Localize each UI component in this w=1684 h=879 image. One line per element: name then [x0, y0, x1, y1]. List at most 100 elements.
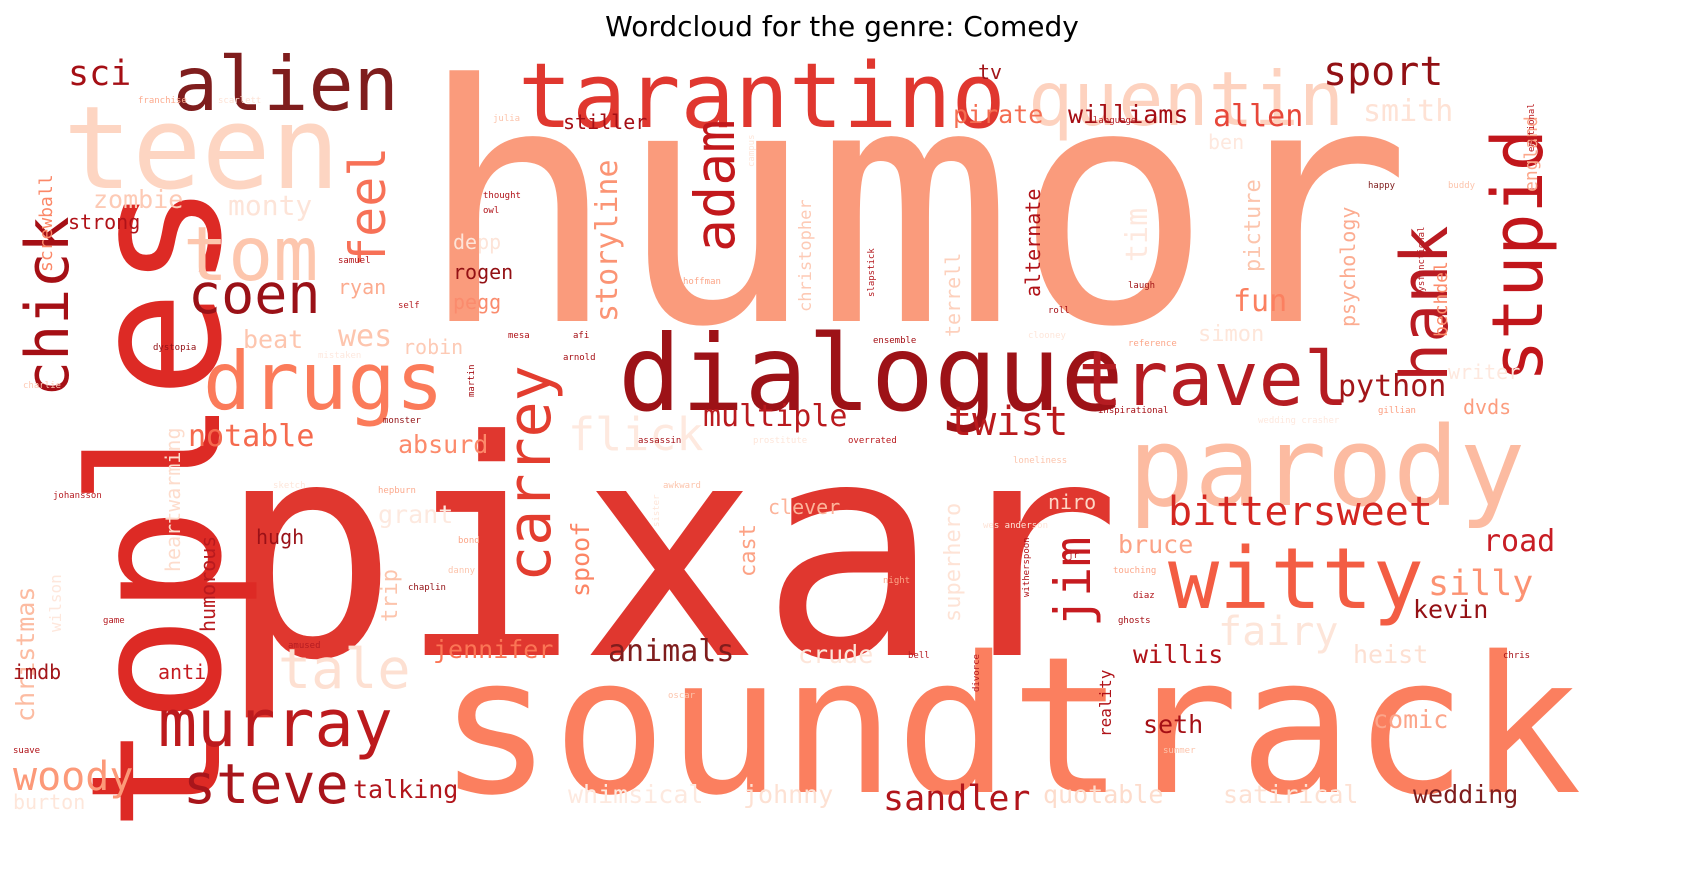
- word-ben: ben: [1208, 130, 1245, 154]
- word-robin: robin: [403, 335, 464, 359]
- word-python: python: [1338, 369, 1447, 404]
- word-wes: wes: [338, 319, 393, 354]
- word-julia: julia: [493, 114, 521, 124]
- word-quotable: quotable: [1043, 780, 1164, 809]
- word-martin: martin: [467, 364, 477, 397]
- word-absurd: absurd: [398, 430, 489, 459]
- word-grant: grant: [378, 500, 454, 529]
- word-coen: coen: [188, 262, 321, 326]
- word-reality: reality: [1096, 669, 1115, 737]
- word-clever: clever: [768, 495, 841, 519]
- word-thought: thought: [483, 191, 521, 201]
- word-stiller: stiller: [563, 110, 648, 134]
- word-wes-anderson: wes anderson: [983, 521, 1049, 531]
- word-emotional: emotional: [1527, 103, 1537, 152]
- word-sci: sci: [68, 54, 132, 94]
- word-monster: monster: [383, 416, 421, 426]
- word-inspirational: inspirational: [1098, 406, 1169, 416]
- word-imdb: imdb: [13, 660, 62, 684]
- word-fun: fun: [1233, 284, 1288, 319]
- word-alien: alien: [173, 52, 399, 128]
- word-clooney: clooney: [1028, 331, 1066, 341]
- word-pirate: pirate: [953, 100, 1044, 129]
- word-heist: heist: [1353, 640, 1429, 669]
- word-chris: chris: [1503, 651, 1531, 661]
- word-scarlett: scarlett: [218, 96, 262, 106]
- word-summer: summer: [1163, 746, 1196, 756]
- word-trip: trip: [378, 569, 403, 622]
- word-talking: talking: [353, 775, 459, 804]
- word-loneliness: loneliness: [1013, 456, 1068, 466]
- word-pixar: pixar: [218, 377, 1122, 726]
- word-flick: flick: [568, 408, 704, 461]
- word-hoffman: hoffman: [683, 277, 721, 287]
- word-ensemble: ensemble: [873, 336, 917, 346]
- word-humor: humor: [418, 52, 1412, 399]
- word-ghosts: ghosts: [1118, 616, 1151, 626]
- word-sister: sister: [652, 494, 662, 527]
- word-zombie: zombie: [93, 185, 184, 214]
- word-dysfunctional: dysfunctional: [1417, 226, 1427, 297]
- word-superhero: superhero: [941, 502, 966, 622]
- word-jennifer: jennifer: [433, 635, 554, 664]
- word-silly: silly: [1428, 564, 1534, 604]
- word-johansson: johansson: [53, 491, 102, 501]
- word-terrell: terrell: [941, 252, 965, 337]
- word-quentin: quentin: [1028, 55, 1345, 143]
- word-laugh: laugh: [1128, 281, 1156, 291]
- word-arnold: arnold: [563, 353, 596, 363]
- word-whimsical: whimsical: [568, 780, 704, 809]
- word-franchise: franchise: [138, 96, 187, 106]
- word-self: self: [398, 301, 420, 311]
- word-christmas: christmas: [11, 586, 40, 722]
- word-parody: parody: [1128, 403, 1526, 531]
- word-gillian: gillian: [1378, 406, 1416, 416]
- word-jr: jr: [1068, 551, 1079, 561]
- word-allen: allen: [1213, 99, 1304, 134]
- word-picture: picture: [1241, 179, 1266, 272]
- word-tim: tim: [1120, 207, 1155, 262]
- word-murray: murray: [158, 687, 393, 762]
- word-screwball: screwball: [36, 174, 57, 272]
- word-teen: teen: [63, 82, 340, 216]
- word-cast: cast: [736, 524, 761, 577]
- word-anti: anti: [158, 660, 207, 684]
- word-hugh: hugh: [256, 525, 305, 549]
- word-sport: sport: [1323, 52, 1444, 95]
- word-alternate: alternate: [1021, 188, 1045, 297]
- word-prostitute: prostitute: [753, 436, 808, 446]
- word-bittersweet: bittersweet: [1168, 489, 1433, 535]
- word-spoof: spoof: [566, 521, 595, 597]
- word-satirical: satirical: [1223, 780, 1359, 809]
- word-night: night: [883, 576, 911, 586]
- word-niro: niro: [1048, 490, 1097, 514]
- chart-title: Wordcloud for the genre: Comedy: [605, 10, 1079, 43]
- word-suave: suave: [13, 746, 41, 756]
- word-oscar: oscar: [668, 691, 696, 701]
- word-game: game: [103, 616, 125, 626]
- word-bond: bond: [458, 536, 480, 546]
- word-assassin: assassin: [638, 436, 682, 446]
- word-soundtrack: soundtrack: [438, 616, 1582, 837]
- word-chaplin: chaplin: [408, 583, 446, 593]
- word-humorous: humorous: [196, 535, 220, 632]
- word-comic: comic: [1373, 705, 1449, 734]
- word-wedding: wedding: [1413, 780, 1519, 809]
- word-divorce: divorce: [972, 654, 982, 692]
- word-steve: steve: [183, 752, 349, 816]
- word-tom: tom: [183, 210, 319, 298]
- word-tale: tale: [278, 637, 411, 701]
- word-burton: burton: [13, 790, 86, 814]
- word-rogen: rogen: [453, 260, 514, 284]
- word-dystopia: dystopia: [153, 343, 197, 353]
- word-campus: campus: [747, 134, 757, 167]
- word-dvds: dvds: [1463, 395, 1512, 419]
- word-bruce: bruce: [1118, 530, 1194, 559]
- word-language: language: [1093, 116, 1137, 126]
- word-bell: bell: [908, 651, 930, 661]
- word-hepburn: hepburn: [378, 486, 416, 496]
- word-simon: simon: [1198, 322, 1265, 347]
- word-ryan: ryan: [338, 275, 387, 299]
- word-wilson: wilson: [46, 574, 65, 632]
- word-diaz: diaz: [1133, 591, 1155, 601]
